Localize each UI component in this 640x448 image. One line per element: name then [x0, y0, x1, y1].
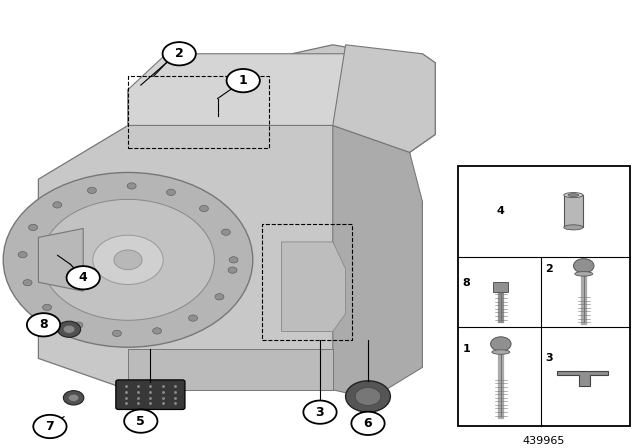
- Bar: [128, 76, 269, 148]
- Polygon shape: [38, 228, 83, 291]
- Text: 1: 1: [239, 74, 248, 87]
- Text: 4: 4: [79, 271, 88, 284]
- Ellipse shape: [492, 350, 509, 354]
- Bar: [262, 224, 352, 340]
- Circle shape: [33, 415, 67, 438]
- Polygon shape: [282, 242, 346, 332]
- Circle shape: [228, 267, 237, 273]
- Circle shape: [346, 381, 390, 412]
- Circle shape: [23, 280, 32, 286]
- Circle shape: [127, 183, 136, 189]
- Circle shape: [74, 322, 83, 328]
- Circle shape: [215, 294, 224, 300]
- Ellipse shape: [575, 271, 593, 276]
- Circle shape: [227, 69, 260, 92]
- Text: 4: 4: [497, 206, 505, 216]
- Text: 439965: 439965: [523, 436, 565, 446]
- Circle shape: [490, 337, 511, 351]
- Polygon shape: [333, 45, 435, 152]
- Circle shape: [229, 257, 238, 263]
- Circle shape: [58, 321, 81, 337]
- Circle shape: [152, 328, 161, 334]
- Polygon shape: [557, 371, 608, 386]
- Circle shape: [303, 401, 337, 424]
- Text: 8: 8: [39, 318, 48, 332]
- Circle shape: [166, 189, 175, 195]
- Circle shape: [63, 391, 84, 405]
- Bar: [458, 166, 630, 426]
- Circle shape: [63, 325, 75, 333]
- Circle shape: [114, 250, 142, 270]
- Ellipse shape: [564, 193, 583, 198]
- Text: 2: 2: [545, 264, 553, 274]
- Text: 7: 7: [45, 420, 54, 433]
- Circle shape: [29, 224, 38, 231]
- Circle shape: [93, 235, 163, 284]
- Ellipse shape: [564, 225, 583, 230]
- Bar: [493, 282, 509, 292]
- Circle shape: [573, 258, 594, 273]
- Text: 3: 3: [545, 353, 553, 363]
- Circle shape: [18, 251, 27, 258]
- Polygon shape: [333, 125, 422, 399]
- Circle shape: [27, 313, 60, 336]
- Circle shape: [68, 394, 79, 401]
- Circle shape: [3, 172, 253, 347]
- Polygon shape: [128, 54, 435, 152]
- Circle shape: [53, 202, 62, 208]
- Circle shape: [163, 42, 196, 65]
- Ellipse shape: [568, 194, 579, 197]
- Circle shape: [88, 187, 97, 194]
- Circle shape: [42, 199, 214, 320]
- Text: 8: 8: [462, 278, 470, 288]
- Text: 6: 6: [364, 417, 372, 430]
- FancyBboxPatch shape: [116, 380, 185, 409]
- Circle shape: [113, 330, 122, 336]
- Circle shape: [189, 315, 198, 321]
- Circle shape: [355, 388, 381, 405]
- Text: 2: 2: [175, 47, 184, 60]
- Bar: [564, 195, 583, 228]
- Text: 5: 5: [136, 414, 145, 428]
- Circle shape: [351, 412, 385, 435]
- Circle shape: [200, 205, 209, 211]
- Text: 1: 1: [462, 345, 470, 354]
- Circle shape: [221, 229, 230, 235]
- Circle shape: [43, 304, 52, 310]
- Polygon shape: [128, 349, 333, 390]
- Text: 3: 3: [316, 405, 324, 419]
- Circle shape: [124, 409, 157, 433]
- Circle shape: [67, 266, 100, 289]
- Polygon shape: [38, 45, 435, 390]
